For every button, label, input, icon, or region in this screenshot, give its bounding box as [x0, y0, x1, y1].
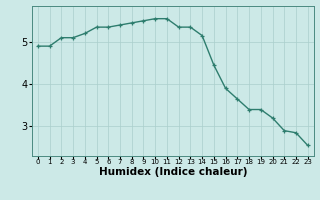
X-axis label: Humidex (Indice chaleur): Humidex (Indice chaleur) [99, 167, 247, 177]
